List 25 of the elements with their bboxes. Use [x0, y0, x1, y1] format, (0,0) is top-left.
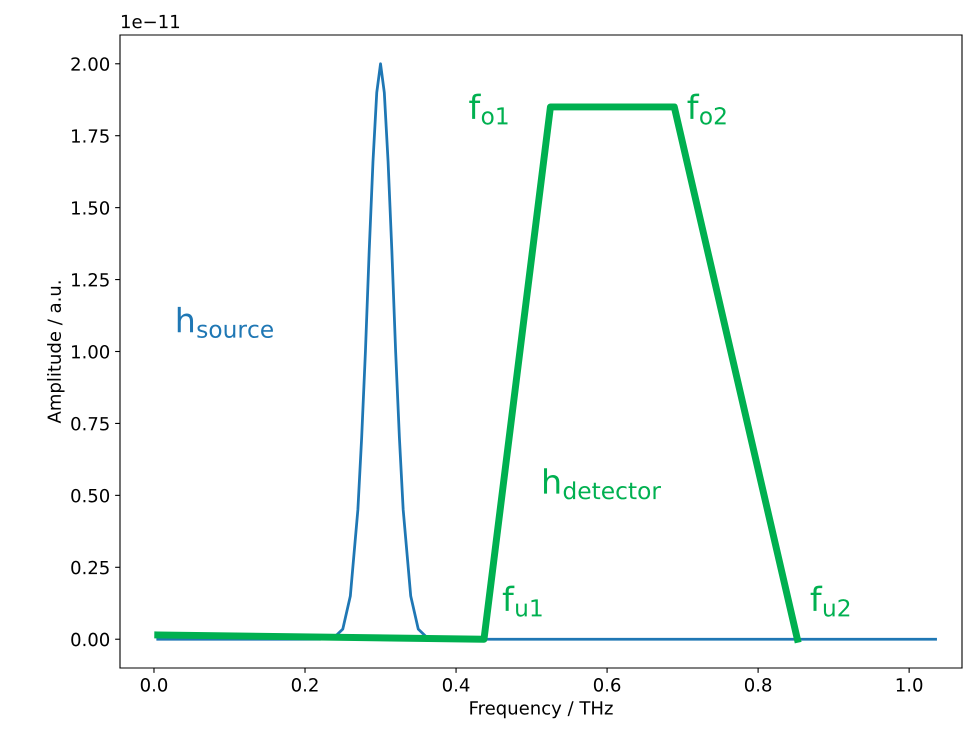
y-tick-label: 0.50 [71, 488, 110, 502]
y-tick-label: 0.00 [71, 632, 110, 646]
y-tick-label: 1.50 [72, 201, 110, 215]
annotation: f$_{u1}$ [502, 586, 542, 617]
x-tick-label: 0.6 [594, 678, 620, 692]
x-tick-label: 1.0 [896, 678, 922, 692]
series-label: h$_{detector}$ [544, 468, 661, 500]
y-tick-label: 0.25 [71, 560, 109, 574]
x-tick-label: 0.2 [292, 678, 318, 692]
annotation: f$_{o2}$ [688, 94, 726, 125]
y-tick-label: 0.75 [71, 416, 109, 431]
line-series [156, 62, 937, 641]
text: h$_{source}$ [178, 306, 273, 338]
annotation: f$_{o1}$ [469, 94, 508, 125]
y-tick-label: 1.75 [72, 129, 109, 143]
annotation: f$_{u2}$ [810, 586, 850, 617]
x-tick-label: 0.8 [744, 678, 772, 692]
x-tick-label: 0.0 [140, 678, 168, 692]
y-tick-label: 1.25 [72, 273, 109, 287]
y-tick-label: 2.00 [71, 57, 110, 71]
text: 1e−11 [122, 14, 180, 28]
x-axis-title: Frequency / THz [470, 701, 613, 718]
y-tick-label: 1.00 [72, 344, 110, 359]
x-tick-label: 0.4 [442, 678, 470, 692]
y-axis-title: Amplitude / a.u. [47, 281, 65, 424]
